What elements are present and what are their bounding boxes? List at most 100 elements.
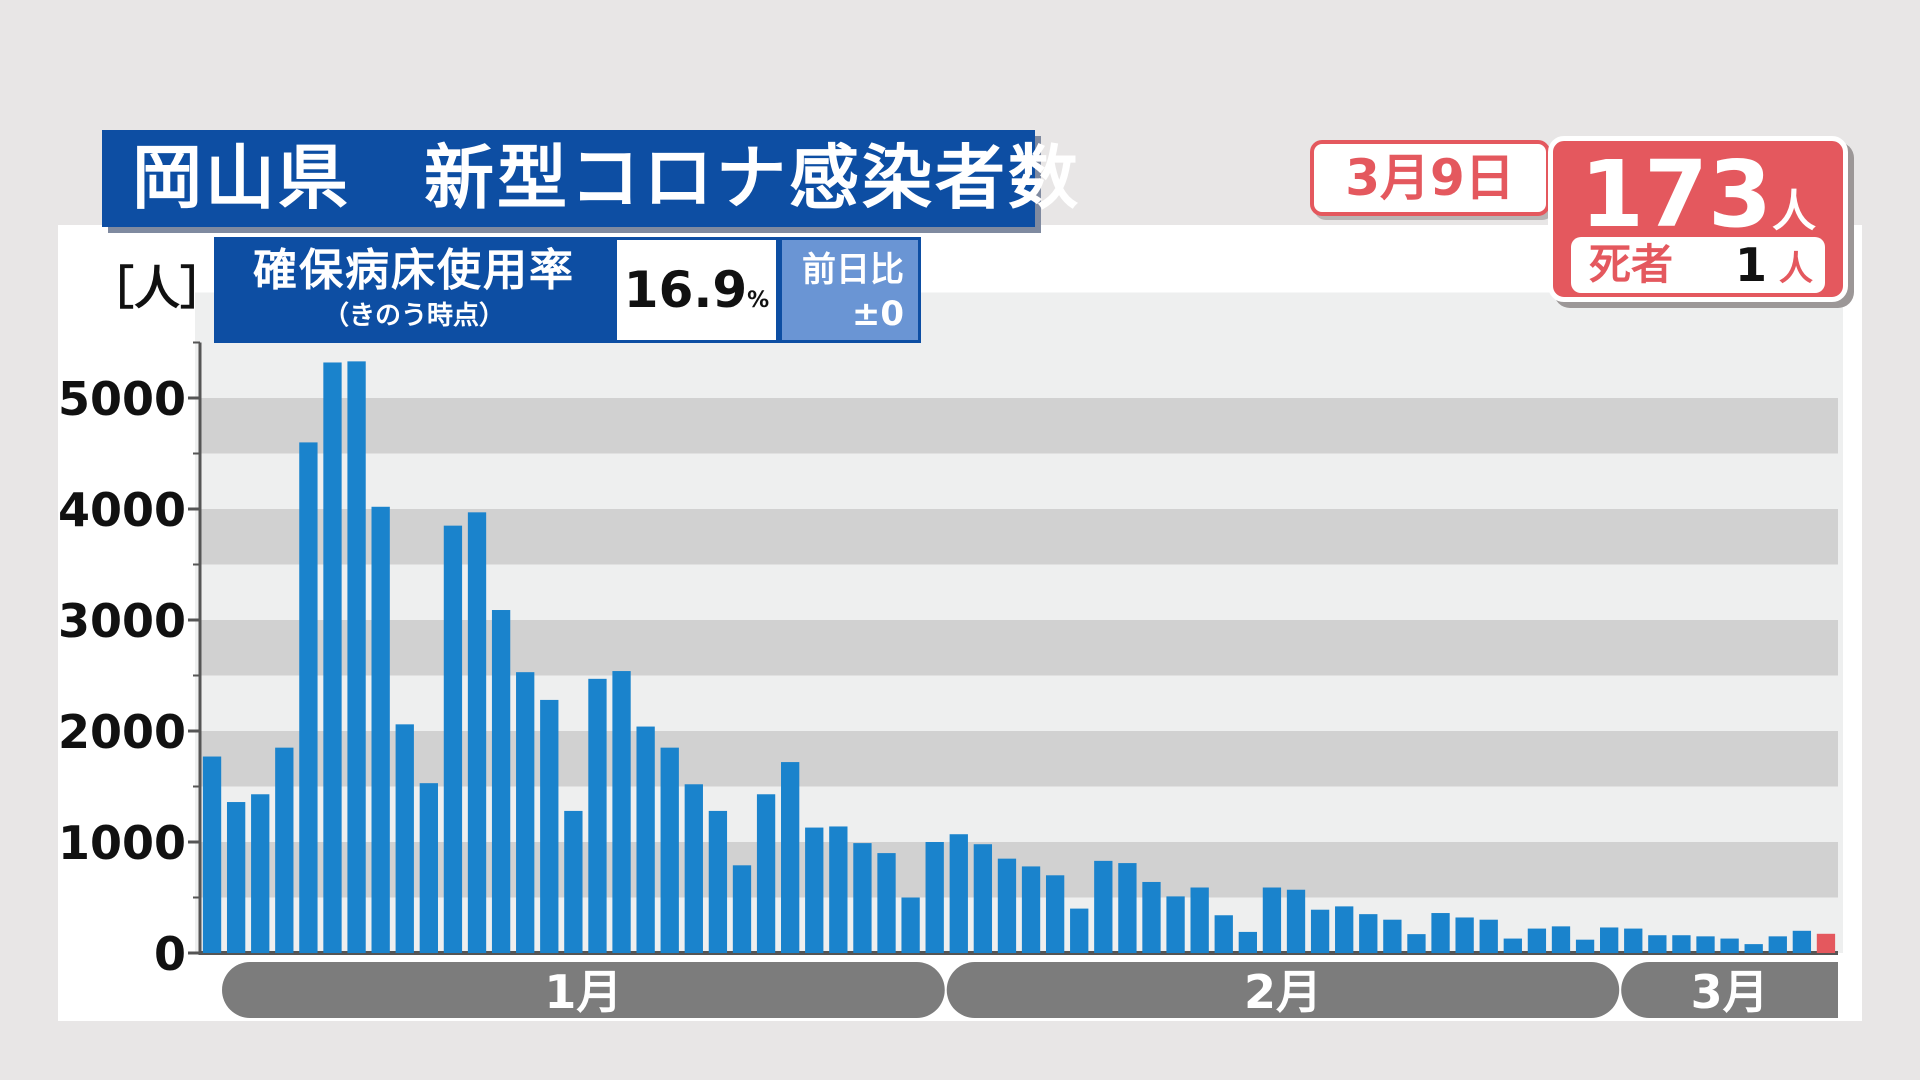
bar bbox=[1407, 934, 1426, 953]
bar bbox=[829, 826, 848, 953]
daily-count-box: 173人 死者 1 人 bbox=[1548, 136, 1848, 302]
daily-cases-value: 173 bbox=[1579, 141, 1773, 248]
deaths-box: 死者 1 人 bbox=[1571, 237, 1825, 293]
deaths-label: 死者 bbox=[1589, 240, 1674, 289]
month-band bbox=[1621, 962, 1838, 1018]
bar bbox=[1696, 936, 1715, 953]
bar bbox=[1479, 919, 1498, 953]
bar bbox=[1214, 915, 1233, 953]
bar bbox=[1190, 887, 1209, 953]
bar bbox=[997, 858, 1017, 953]
bar bbox=[226, 802, 246, 953]
bar bbox=[1648, 935, 1667, 953]
bar bbox=[1720, 938, 1739, 953]
bar bbox=[1744, 944, 1763, 953]
deaths-unit: 人 bbox=[1779, 249, 1813, 289]
bar bbox=[1166, 896, 1185, 953]
bar bbox=[564, 810, 583, 953]
bar bbox=[901, 897, 920, 953]
month-label: 1月 bbox=[544, 965, 622, 1019]
bed-usage-diff-box: 前日比 ±0 bbox=[779, 237, 921, 343]
bar bbox=[1238, 931, 1257, 953]
report-date: 3月9日 bbox=[1310, 140, 1550, 216]
bar bbox=[299, 442, 318, 953]
bar bbox=[1335, 906, 1354, 953]
bar bbox=[395, 724, 414, 953]
bar bbox=[1792, 930, 1812, 953]
bars bbox=[202, 361, 1836, 954]
page-title: 岡山県 新型コロナ感染者数 bbox=[102, 130, 1078, 227]
month-label: 2月 bbox=[1244, 965, 1322, 1019]
bar bbox=[781, 762, 800, 953]
bar bbox=[1070, 908, 1089, 953]
bar bbox=[323, 362, 342, 954]
bar bbox=[1045, 875, 1065, 953]
plot-background bbox=[195, 292, 1843, 953]
bar bbox=[202, 756, 222, 953]
bar bbox=[588, 678, 607, 953]
bar bbox=[1262, 887, 1282, 953]
bar bbox=[1600, 927, 1619, 953]
bar bbox=[925, 842, 944, 953]
bar bbox=[275, 747, 294, 953]
bar bbox=[1551, 926, 1571, 953]
bar bbox=[419, 783, 438, 953]
month-label: 3月 bbox=[1691, 965, 1769, 1019]
bar bbox=[708, 810, 728, 953]
bed-usage-label-box: 確保病床使用率 （きのう時点） bbox=[214, 237, 614, 343]
bar bbox=[1455, 917, 1474, 953]
bar bbox=[516, 672, 535, 953]
bar bbox=[877, 853, 896, 953]
bar bbox=[1503, 938, 1522, 953]
bar bbox=[1142, 881, 1161, 953]
bar bbox=[1310, 909, 1330, 953]
bar bbox=[1359, 914, 1378, 953]
y-tick-label: 4000 bbox=[58, 483, 186, 537]
bar bbox=[1575, 939, 1595, 953]
bar bbox=[347, 361, 366, 953]
bar bbox=[612, 671, 631, 953]
y-tick-label: 3000 bbox=[58, 594, 186, 648]
bar bbox=[1527, 928, 1547, 953]
bar bbox=[491, 610, 511, 953]
bar bbox=[251, 794, 270, 953]
bed-usage-diff-label: 前日比 bbox=[802, 250, 904, 290]
bar bbox=[660, 747, 679, 953]
bar bbox=[1768, 936, 1787, 953]
bar bbox=[467, 512, 487, 953]
bed-usage-unit: % bbox=[747, 288, 770, 313]
bar bbox=[1431, 913, 1450, 953]
bar bbox=[1624, 928, 1643, 953]
bar bbox=[636, 726, 655, 953]
bed-usage-value-box: 16.9% bbox=[614, 237, 779, 343]
bar bbox=[371, 506, 390, 953]
bar bbox=[732, 865, 752, 953]
bar bbox=[1672, 935, 1691, 953]
y-tick-label: 1000 bbox=[58, 816, 186, 870]
bar bbox=[973, 844, 993, 953]
bar bbox=[805, 827, 824, 953]
bed-usage-sublabel: （きのう時点） bbox=[322, 301, 505, 331]
y-tick-label: 5000 bbox=[58, 372, 186, 426]
y-axis-unit: ［人］ bbox=[88, 261, 226, 315]
daily-cases-unit: 人 bbox=[1772, 186, 1817, 237]
grid-band bbox=[200, 398, 1838, 454]
bar bbox=[1383, 919, 1402, 953]
bar bbox=[1286, 889, 1306, 953]
bar bbox=[949, 834, 968, 953]
bar bbox=[1118, 863, 1137, 953]
bar bbox=[443, 525, 463, 953]
bed-usage-value: 16.9 bbox=[623, 261, 748, 319]
daily-cases: 173人 bbox=[1553, 145, 1843, 245]
y-tick-label: 2000 bbox=[58, 705, 186, 759]
month-axis: 1月 2月 3月 bbox=[222, 962, 1838, 1019]
bar bbox=[684, 784, 703, 953]
bar bbox=[540, 699, 559, 953]
bar bbox=[853, 843, 872, 953]
bed-usage-diff-value: ±0 bbox=[851, 294, 904, 334]
deaths-value: 1 bbox=[1734, 238, 1767, 292]
month-band bbox=[222, 962, 945, 1018]
bed-usage-label: 確保病床使用率 bbox=[253, 245, 575, 296]
bar bbox=[756, 794, 776, 953]
bar-latest bbox=[1816, 933, 1836, 953]
